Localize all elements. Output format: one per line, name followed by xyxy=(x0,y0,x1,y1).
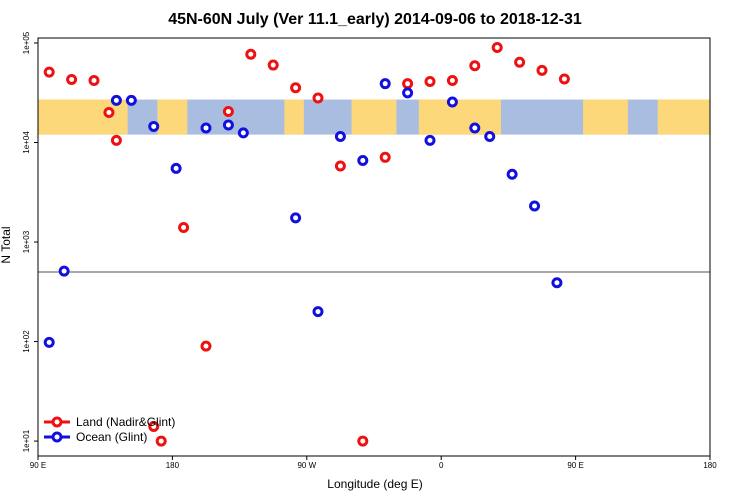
plot-area: 90 E 180 90 W 0 90 E 180 1e+01 1e+02 1e+03 1e+04 1… xyxy=(22,31,717,470)
land-point xyxy=(334,160,346,172)
land-point xyxy=(290,82,302,94)
ocean-point xyxy=(402,87,414,99)
y-tick-label: 1e+01 xyxy=(22,429,31,452)
legend-land-label: Land (Nadir&Glint) xyxy=(76,415,175,429)
land-point xyxy=(245,48,257,60)
land-point xyxy=(148,421,160,433)
ocean-point xyxy=(148,120,160,132)
land-point xyxy=(357,435,369,447)
land-point xyxy=(267,59,279,71)
ocean-point xyxy=(200,122,212,134)
land-point xyxy=(558,73,570,85)
ocean-point xyxy=(506,168,518,180)
ocean-point xyxy=(446,96,458,108)
ocean-point xyxy=(290,212,302,224)
legend: Land (Nadir&Glint) Ocean (Glint) xyxy=(44,415,175,444)
ocean-point xyxy=(379,78,391,90)
ocean-point xyxy=(551,277,563,289)
map-band-land xyxy=(157,99,188,135)
land-point xyxy=(155,435,167,447)
land-point xyxy=(446,74,458,86)
land-point xyxy=(110,134,122,146)
land-point xyxy=(200,340,212,352)
map-band-land xyxy=(284,99,304,135)
x-tick-label: 90 W xyxy=(297,461,316,470)
ocean-point xyxy=(43,336,55,348)
y-tick-label: 1e+02 xyxy=(22,330,31,353)
legend-ocean-label: Ocean (Glint) xyxy=(76,430,147,444)
x-axis-label: Longitude (deg E) xyxy=(327,477,422,491)
land-point xyxy=(424,76,436,88)
map-band-land xyxy=(351,99,397,135)
ocean-point xyxy=(357,154,369,166)
land-point xyxy=(222,105,234,117)
ocean-point xyxy=(110,94,122,106)
y-axis-label: N Total xyxy=(0,226,13,263)
x-tick-label: 180 xyxy=(703,461,717,470)
ocean-point xyxy=(58,265,70,277)
land-point xyxy=(103,107,115,119)
land-point xyxy=(469,60,481,72)
map-band-land xyxy=(657,99,710,135)
x-tick-label: 0 xyxy=(439,461,444,470)
ocean-point xyxy=(312,306,324,318)
y-tick-label: 1e+05 xyxy=(22,31,31,54)
land-point xyxy=(491,42,503,54)
map-band-land xyxy=(38,99,128,135)
chart-title: 45N-60N July (Ver 11.1_early) 2014-09-06… xyxy=(168,11,582,28)
map-band-land xyxy=(583,99,628,135)
legend-ocean-marker xyxy=(51,431,63,443)
plot-frame xyxy=(37,37,711,457)
y-tick-label: 1e+04 xyxy=(22,131,31,154)
land-point xyxy=(66,73,78,85)
ocean-point xyxy=(170,162,182,174)
ocean-point xyxy=(469,122,481,134)
ocean-point xyxy=(424,134,436,146)
legend-land-marker xyxy=(51,416,63,428)
ocean-point xyxy=(334,130,346,142)
land-point xyxy=(402,78,414,90)
ocean-point xyxy=(237,127,249,139)
ocean-point xyxy=(484,130,496,142)
x-tick-label: 180 xyxy=(166,461,180,470)
x-tick-label: 90 E xyxy=(567,461,583,470)
x-tick-label: 90 E xyxy=(30,461,46,470)
ocean-point xyxy=(125,94,137,106)
ocean-point xyxy=(222,119,234,131)
land-point xyxy=(514,56,526,68)
land-point xyxy=(379,151,391,163)
land-point xyxy=(178,221,190,233)
ocean-point xyxy=(529,200,541,212)
land-point xyxy=(536,64,548,76)
land-point xyxy=(88,74,100,86)
land-point xyxy=(43,66,55,78)
y-tick-label: 1e+03 xyxy=(22,230,31,253)
land-point xyxy=(312,92,324,104)
map-band-land xyxy=(418,99,501,135)
